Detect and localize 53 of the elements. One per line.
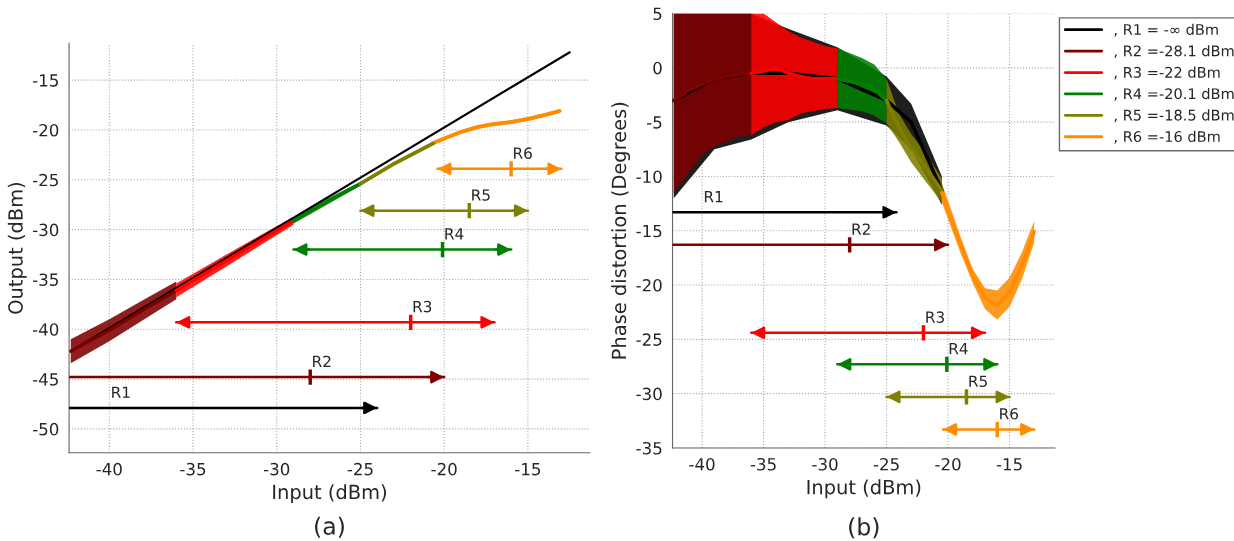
legend-label: , R3 =-22 dBm — [1114, 66, 1220, 80]
x-tick-label: -40 — [96, 462, 122, 476]
y-tick-label: -20 — [636, 279, 662, 292]
x-tick-label: -20 — [431, 462, 457, 476]
y-axis-title: Output (dBm) — [7, 182, 27, 314]
legend-label: , R5 =-18.5 dBm — [1114, 109, 1234, 123]
x-tick-label: -25 — [873, 457, 899, 471]
legend-label: , R1 = -∞ dBm — [1114, 23, 1218, 37]
y-tick-label: 5 — [653, 7, 662, 21]
y-tick-label: -40 — [32, 323, 59, 336]
text: (a) — [315, 516, 344, 538]
y-tick-label: -5 — [647, 116, 662, 129]
y-tick-label: -15 — [636, 224, 662, 238]
annotation: R3 — [413, 300, 432, 313]
annotation: R1 — [112, 386, 130, 398]
x-tick-label: -25 — [347, 462, 373, 476]
y-axis-title: Phase distortion (Degrees) — [611, 102, 631, 359]
y-tick-label: -10 — [636, 170, 662, 183]
annotation: R2 — [852, 223, 870, 235]
y-tick-label: -30 — [32, 223, 59, 237]
y-tick-label: -20 — [32, 123, 59, 137]
annotation: R6 — [514, 147, 532, 159]
y-tick-label: -25 — [32, 173, 58, 187]
annotation: R5 — [472, 189, 490, 201]
x-tick-label: -35 — [750, 457, 776, 471]
y-tick-label: -15 — [32, 74, 58, 87]
y-tick-label: -30 — [636, 387, 662, 401]
annotation: R4 — [445, 228, 464, 240]
x-tick-label: -35 — [180, 462, 206, 476]
x-tick-label: -40 — [689, 457, 715, 471]
annotation: R5 — [969, 375, 987, 387]
legend-label: , R2 =-28.1 dBm — [1114, 45, 1234, 58]
x-tick-label: -30 — [263, 462, 290, 476]
annotation: R1 — [704, 191, 723, 203]
annotation: R4 — [949, 343, 968, 355]
y-tick-label: -25 — [636, 333, 662, 346]
x-tick-label: -30 — [812, 457, 838, 471]
legend-label: , R6 =-16 dBm — [1114, 130, 1220, 144]
x-tick-label: -20 — [935, 457, 961, 471]
y-tick-label: -50 — [32, 422, 59, 436]
x-axis-title: Input (dBm) — [273, 484, 386, 504]
text: (b) — [849, 517, 879, 539]
x-tick-label: -15 — [996, 458, 1022, 471]
x-axis-title: Input (dBm) — [807, 479, 921, 499]
y-tick-label: -45 — [32, 373, 58, 386]
y-tick-label: -35 — [636, 441, 662, 455]
annotation: R6 — [1000, 408, 1019, 420]
annotation: R2 — [313, 355, 331, 367]
legend-label: , R4 =-20.1 dBm — [1114, 87, 1234, 101]
x-tick-label: -15 — [515, 463, 541, 476]
y-tick-label: -35 — [32, 273, 58, 287]
y-tick-label: 0 — [653, 61, 662, 75]
annotation: R3 — [926, 311, 944, 323]
